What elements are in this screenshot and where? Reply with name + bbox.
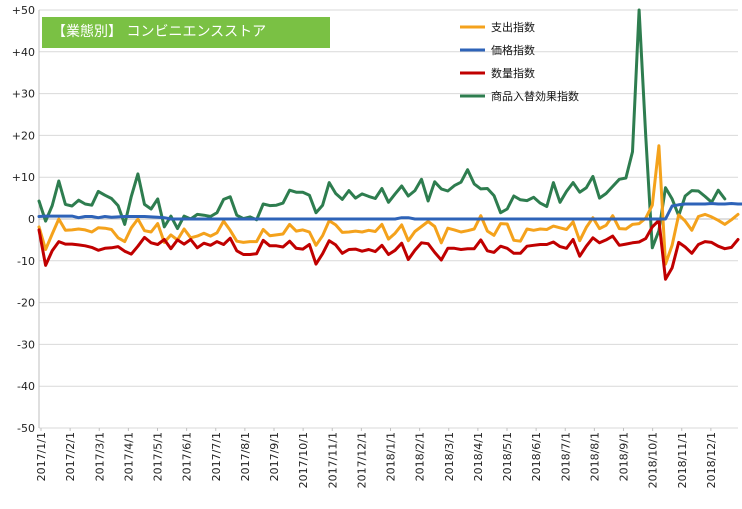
x-tick-label: 2018/9/1 <box>618 432 631 481</box>
x-tick-label: 2017/8/1 <box>239 432 252 481</box>
x-tick-label: 2018/10/1 <box>647 432 660 488</box>
x-tick-label: 2017/1/1 <box>35 432 48 481</box>
y-tick-label: +10 <box>12 171 35 184</box>
x-tick-label: 2017/4/1 <box>122 432 135 481</box>
legend-label: 数量指数 <box>491 66 535 80</box>
x-tick-label: 2017/7/1 <box>210 432 223 481</box>
x-tick-label: 2017/12/1 <box>355 432 368 488</box>
x-tick-label: 2017/5/1 <box>152 432 165 481</box>
legend-label: 価格指数 <box>491 43 535 57</box>
series-lines <box>37 8 742 281</box>
x-tick-label: 2017/6/1 <box>181 432 194 481</box>
x-tick-label: 2018/8/1 <box>588 432 601 481</box>
series-line <box>37 202 742 221</box>
x-tick-label: 2018/6/1 <box>530 432 543 481</box>
y-tick-label: +20 <box>12 129 35 142</box>
x-tick-label: 2018/4/1 <box>472 432 485 481</box>
chart-title: 【業態別】 コンビニエンスストア <box>42 17 330 48</box>
y-tick-label: -40 <box>17 380 35 393</box>
y-tick-label: -10 <box>17 255 35 268</box>
x-tick-label: 2018/2/1 <box>414 432 427 481</box>
y-tick-label: 0 <box>28 213 35 226</box>
series-line <box>37 144 740 266</box>
y-tick-label: +30 <box>12 88 35 101</box>
x-axis-ticks: 2017/1/1 2017/2/1 2017/3/1 2017/4/1 2017/5/1… <box>35 428 718 488</box>
y-tick-label: +50 <box>12 4 35 17</box>
series-line <box>37 8 727 250</box>
y-tick-label: +40 <box>12 46 35 59</box>
x-tick-label: 2018/1/1 <box>385 432 398 481</box>
x-tick-label: 2017/11/1 <box>326 432 339 488</box>
y-tick-label: -20 <box>17 297 35 310</box>
x-tick-label: 2017/10/1 <box>297 432 310 488</box>
legend-label: 支出指数 <box>491 20 535 34</box>
legend-label: 商品入替効果指数 <box>491 89 579 103</box>
y-axis-ticks: +50 +40 +30 +20 +10 0 -10 -20 -30 -40 -50 <box>12 4 35 435</box>
x-tick-label: 2018/7/1 <box>559 432 572 481</box>
x-tick-label: 2017/9/1 <box>268 432 281 481</box>
series-line <box>37 218 740 281</box>
y-tick-label: -30 <box>17 338 35 351</box>
x-tick-label: 2018/3/1 <box>443 432 456 481</box>
x-tick-label: 2018/11/1 <box>676 432 689 488</box>
x-tick-label: 2018/5/1 <box>501 432 514 481</box>
x-tick-label: 2017/2/1 <box>64 432 77 481</box>
x-tick-label: 2017/3/1 <box>93 432 106 481</box>
x-tick-label: 2018/12/1 <box>705 432 718 488</box>
y-tick-label: -50 <box>17 422 35 435</box>
